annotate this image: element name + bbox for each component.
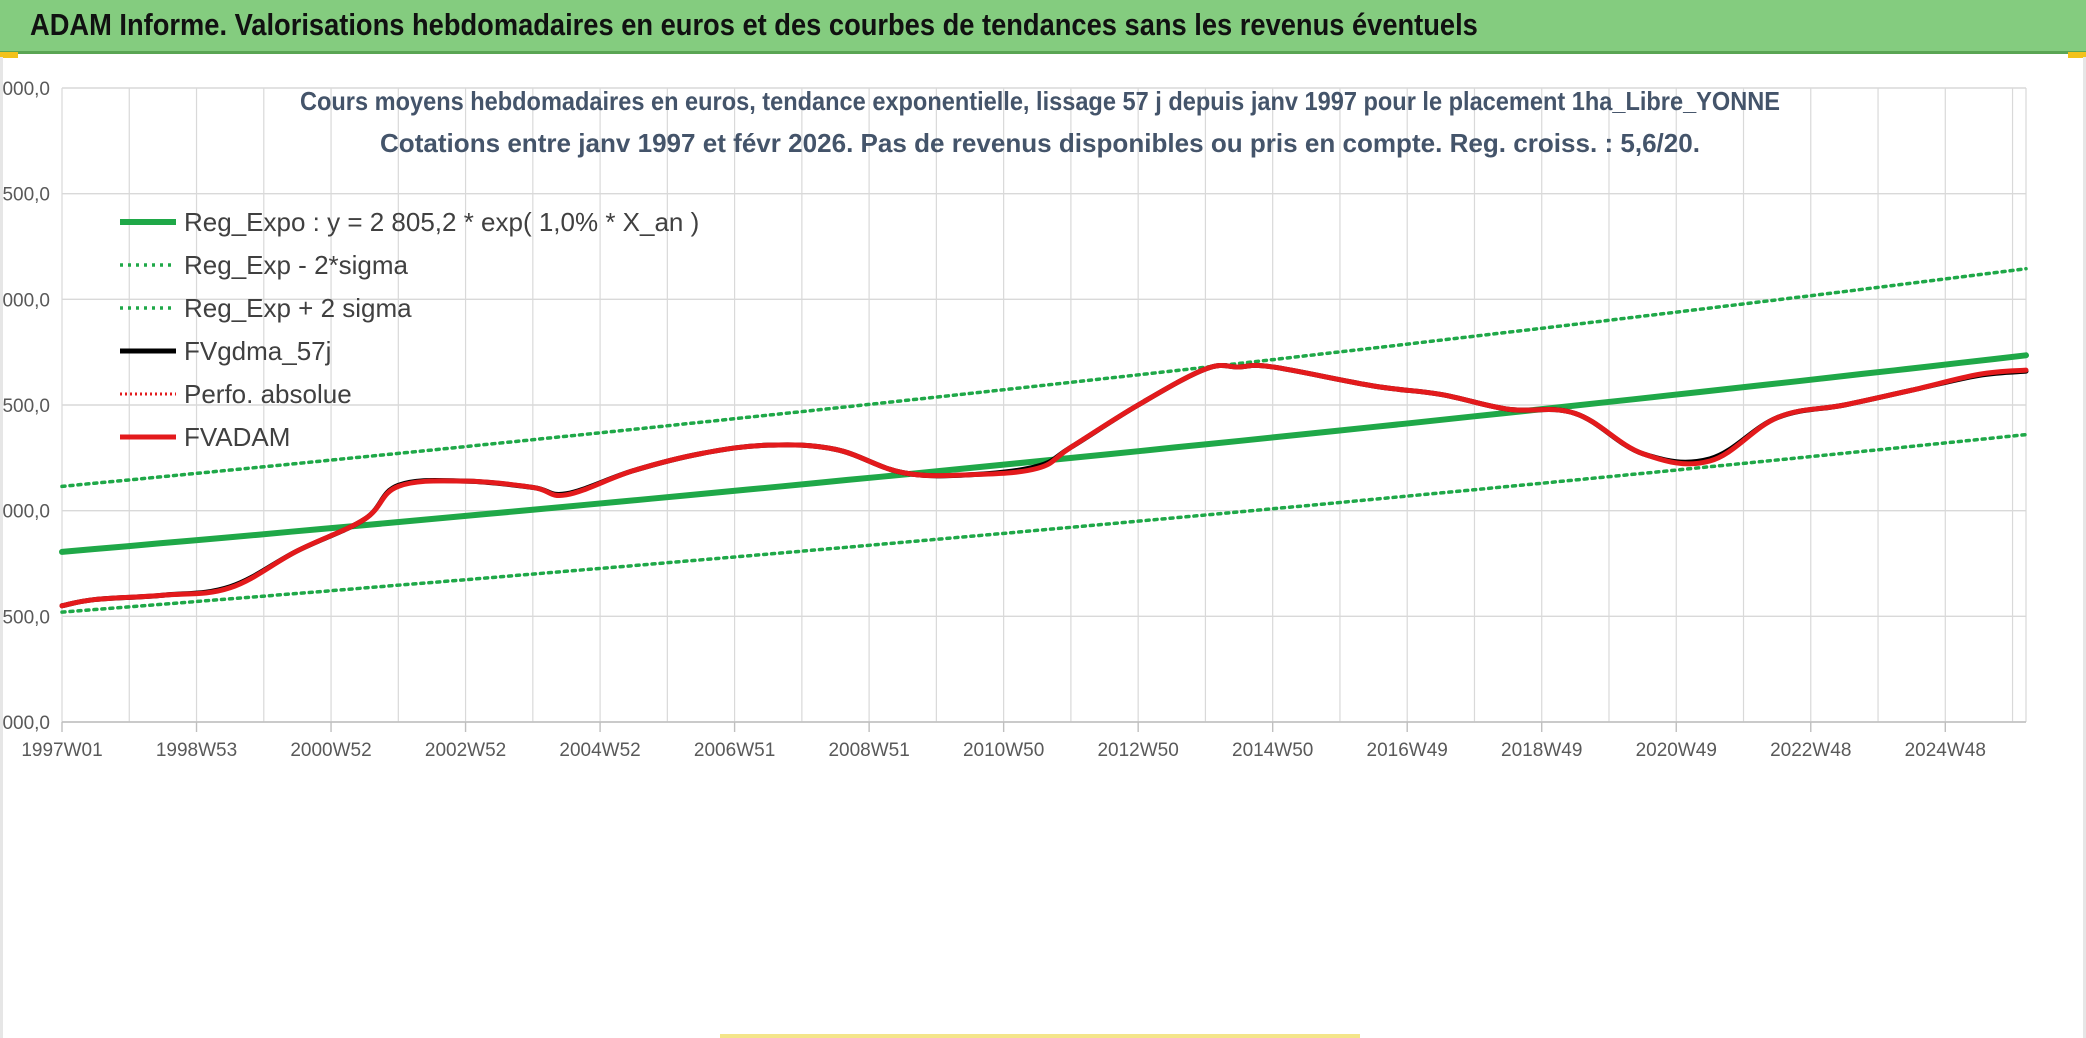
x-tick-label: 2008W51 bbox=[828, 740, 909, 761]
x-tick-label: 2020W49 bbox=[1636, 740, 1717, 761]
grid-layer bbox=[61, 87, 2027, 723]
reg-expo-line bbox=[59, 352, 2029, 555]
legend-item: Reg_Exp + 2 sigma bbox=[120, 293, 412, 323]
legend: Reg_Expo : y = 2 805,2 * exp( 1,0% * X_a… bbox=[120, 207, 699, 452]
legend-label: Reg_Exp - 2*sigma bbox=[184, 250, 409, 280]
legend-item: Perfo. absolue bbox=[120, 379, 352, 409]
x-tick-label: 2010W50 bbox=[963, 740, 1044, 761]
chart-title: Cours moyens hebdomadaires en euros, ten… bbox=[300, 86, 1780, 116]
x-tick-label: 2024W48 bbox=[1905, 740, 1986, 761]
sheet-border-left bbox=[0, 57, 3, 1038]
corner-marker-left bbox=[0, 52, 18, 58]
legend-label: FVgdma_57j bbox=[184, 336, 331, 366]
x-tick-label: 1998W53 bbox=[156, 740, 237, 761]
legend-label: FVADAM bbox=[184, 422, 290, 452]
sheet-border-right bbox=[2083, 57, 2086, 1038]
sheet-bottom-marker bbox=[720, 1034, 1360, 1038]
x-tick-label: 2002W52 bbox=[425, 740, 506, 761]
legend-item: Reg_Expo : y = 2 805,2 * exp( 1,0% * X_a… bbox=[120, 207, 699, 237]
legend-label: Reg_Expo : y = 2 805,2 * exp( 1,0% * X_a… bbox=[184, 207, 699, 237]
y-tick-label: 3 000,0 bbox=[0, 502, 50, 523]
y-tick-label: 5 000,0 bbox=[0, 79, 50, 100]
x-tick-label: 2006W51 bbox=[694, 740, 775, 761]
fvadam-line bbox=[59, 362, 2029, 609]
axis-layer: 2 000,0 2 500,0 3 000,0 3 500,0 4 000,0 4 500… bbox=[0, 79, 2026, 761]
y-tick-label: 2 000,0 bbox=[0, 713, 50, 734]
y-tick-label: 4 500,0 bbox=[0, 185, 50, 206]
x-tick-label: 2022W48 bbox=[1770, 740, 1851, 761]
legend-item: FVADAM bbox=[120, 422, 290, 452]
reg-exp-minus-2sigma-line bbox=[60, 432, 2028, 614]
reg-exp-plus-2sigma-line bbox=[60, 266, 2028, 489]
y-tick-label: 3 500,0 bbox=[0, 396, 50, 417]
fvgdma-57j-line bbox=[59, 362, 2029, 609]
banner-title: ADAM Informe. Valorisations hebdomadaire… bbox=[30, 7, 1478, 42]
x-tick-label: 2016W49 bbox=[1367, 740, 1448, 761]
x-tick-label: 2018W49 bbox=[1501, 740, 1582, 761]
y-tick-label: 4 000,0 bbox=[0, 290, 50, 311]
legend-item: FVgdma_57j bbox=[120, 336, 331, 366]
x-tick-label: 2012W50 bbox=[1097, 740, 1178, 761]
legend-label: Perfo. absolue bbox=[184, 379, 352, 409]
legend-item: Reg_Exp - 2*sigma bbox=[120, 250, 409, 280]
chart-subtitle: Cotations entre janv 1997 et févr 2026. … bbox=[380, 128, 1700, 158]
legend-label: Reg_Exp + 2 sigma bbox=[184, 293, 412, 323]
x-tick-label: 1997W01 bbox=[21, 740, 102, 761]
x-tick-label: 2014W50 bbox=[1232, 740, 1313, 761]
title-banner: ADAM Informe. Valorisations hebdomadaire… bbox=[0, 0, 2086, 54]
x-tick-label: 2000W52 bbox=[290, 740, 371, 761]
corner-marker-right bbox=[2068, 52, 2086, 58]
perfo-absolue-line bbox=[61, 364, 2027, 607]
y-tick-label: 2 500,0 bbox=[0, 607, 50, 628]
series-layer bbox=[59, 266, 2029, 614]
x-tick-label: 2004W52 bbox=[559, 740, 640, 761]
